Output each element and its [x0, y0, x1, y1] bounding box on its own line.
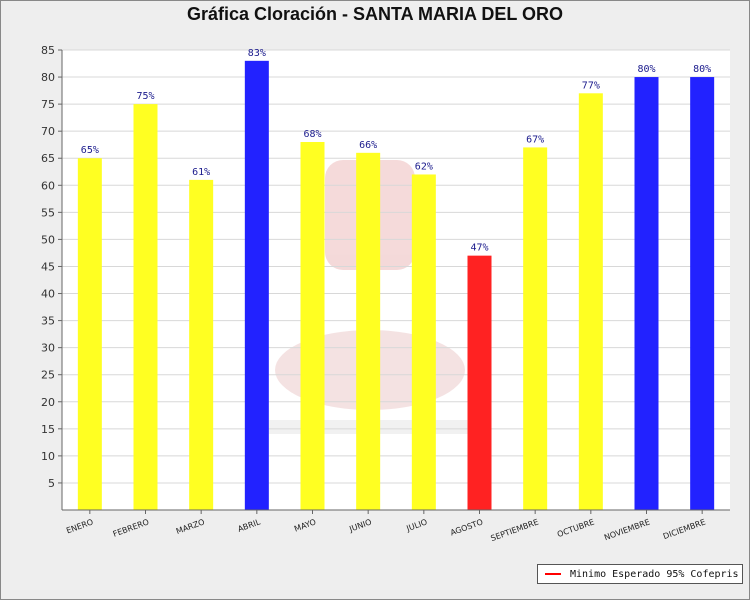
y-tick-label: 30: [41, 342, 55, 355]
bar: [523, 147, 548, 511]
y-tick-label: 10: [41, 450, 55, 463]
bar: [356, 152, 381, 510]
y-tick-label: 75: [41, 98, 55, 111]
bars: 65% 75% 61% 83% 68% 66% 62% 47% 67% 77% 80% 80%: [77, 48, 715, 511]
y-tick-label: 5: [48, 477, 55, 490]
data-label: 65%: [81, 145, 99, 156]
x-tick-label: NOVIEMBRE: [603, 517, 651, 542]
data-label: 68%: [303, 129, 321, 140]
data-label: 75%: [136, 91, 154, 102]
y-tick-label: 35: [41, 315, 55, 328]
x-tick-label: OCTUBRE: [556, 517, 595, 539]
y-tick-label: 45: [41, 260, 55, 273]
y-tick-label: 15: [41, 423, 55, 436]
data-label: 83%: [248, 48, 266, 59]
x-tick-label: FEBRERO: [112, 517, 150, 538]
data-label: 67%: [526, 134, 544, 145]
bar: [411, 174, 436, 510]
x-tick-label: DICIEMBRE: [662, 517, 707, 541]
data-label: 62%: [415, 161, 433, 172]
x-tick-label: MARZO: [175, 517, 206, 536]
legend-label: Minimo Esperado 95% Cofepris: [570, 568, 739, 580]
y-tick-label: 80: [41, 71, 55, 84]
y-tick-label: 55: [41, 206, 55, 219]
x-tick-label: SEPTIEMBRE: [490, 517, 540, 543]
data-label: 80%: [693, 64, 711, 75]
data-label: 66%: [359, 140, 377, 151]
bar: [300, 142, 325, 510]
bar: [467, 255, 492, 510]
y-tick-label: 65: [41, 152, 55, 165]
bar: [578, 93, 603, 510]
plot-area: [62, 50, 730, 510]
x-tick-label: JULIO: [404, 517, 428, 533]
bar: [133, 104, 158, 510]
y-tick-label: 70: [41, 125, 55, 138]
x-tick-label: JUNIO: [347, 517, 372, 534]
legend-swatch: [545, 573, 561, 575]
y-tick-label: 25: [41, 369, 55, 382]
bar: [690, 77, 715, 510]
y-tick-label: 40: [41, 288, 55, 301]
y-tick-label: 85: [41, 44, 55, 57]
gridlines: [62, 49, 730, 484]
x-tick-label: ENERO: [65, 517, 94, 535]
data-label: 47%: [470, 243, 488, 254]
x-tick-label: AGOSTO: [449, 517, 484, 537]
bar: [189, 179, 214, 510]
bar: [244, 60, 269, 511]
bar: [77, 158, 102, 510]
data-label: 80%: [637, 64, 655, 75]
chart-title: Gráfica Cloración - SANTA MARIA DEL ORO: [186, 4, 564, 24]
x-tick-label: ABRIL: [237, 517, 263, 534]
data-label: 61%: [192, 167, 210, 178]
y-tick-label: 20: [41, 396, 55, 409]
legend: Minimo Esperado 95% Cofepris: [537, 564, 743, 584]
bar: [634, 77, 659, 510]
y-tick-label: 50: [41, 233, 55, 246]
y-tick-label: 60: [41, 179, 55, 192]
x-tick-label: MAYO: [293, 517, 317, 533]
data-label: 77%: [582, 80, 600, 91]
